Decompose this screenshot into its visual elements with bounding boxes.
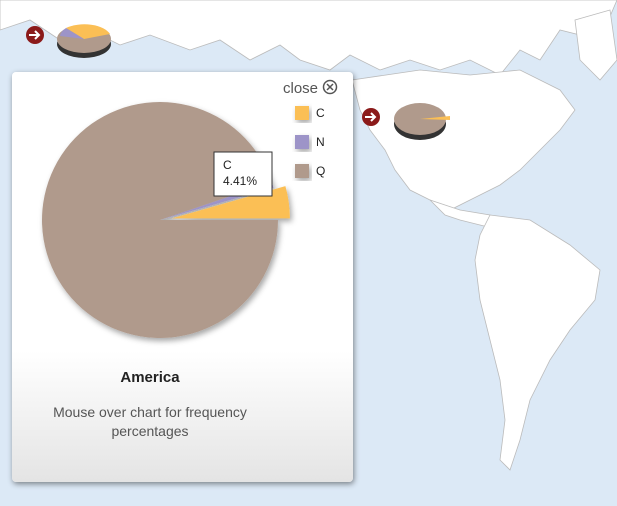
land-south-america (474, 214, 601, 471)
land-north-america (351, 69, 576, 211)
tooltip-value: 4.41% (223, 174, 257, 188)
close-label[interactable]: close (283, 80, 319, 97)
legend-swatch (295, 135, 309, 149)
land-greenland (574, 9, 617, 81)
popup-title: America (120, 369, 180, 386)
pie-slice (41, 101, 279, 338)
pie-chart: C N Q C 4.41% (41, 101, 325, 338)
region-marker[interactable] (26, 24, 111, 58)
tooltip-category: C (223, 158, 232, 172)
legend-label: Q (316, 164, 325, 178)
region-marker[interactable] (362, 103, 450, 140)
tooltip-box (213, 151, 273, 197)
close-button[interactable]: close (283, 79, 338, 97)
legend-label: C (316, 106, 325, 120)
legend-swatch (295, 106, 309, 120)
legend-swatch (295, 164, 309, 178)
legend-label: N (316, 135, 325, 149)
popup-caption: Mouse over chart for frequency percentag… (53, 404, 247, 439)
close-icon[interactable] (322, 79, 338, 95)
popup: C N Q C 4.41% close America Mouse over cha… (12, 72, 353, 482)
tooltip: C 4.41% (213, 151, 273, 197)
